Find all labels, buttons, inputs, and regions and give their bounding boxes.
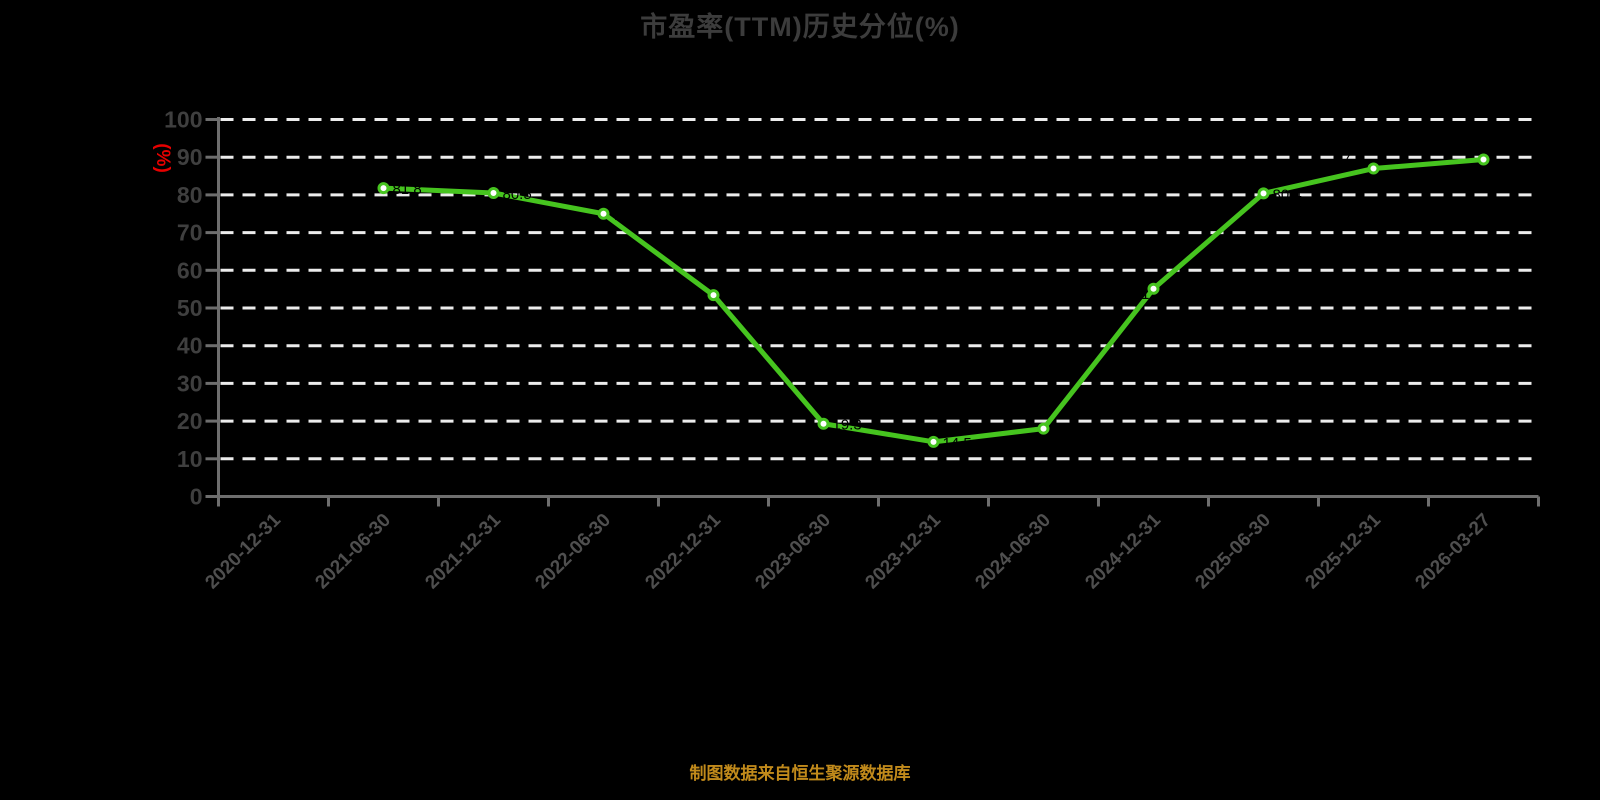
- series-line: [381, 156, 1486, 445]
- y-axis-tick-label: 10: [177, 446, 203, 472]
- x-axis-tick-label: 2020-12-31: [201, 509, 285, 593]
- y-axis-tick-label: 80: [177, 182, 203, 208]
- data-point-marker: [487, 187, 500, 200]
- y-axis-tick-label: 70: [177, 220, 203, 246]
- data-source-caption: 制图数据来自恒生聚源数据库: [689, 764, 911, 783]
- x-axis-tick-label: 2025-06-30: [1191, 510, 1275, 594]
- y-axis-tick-label: 30: [177, 370, 203, 396]
- data-point-marker: [1147, 282, 1160, 295]
- data-point-marker: [1257, 187, 1270, 200]
- data-point-label: 80.4: [1273, 186, 1302, 203]
- data-point-label: 19.3: [833, 417, 862, 434]
- x-axis-tick-label: 2021-12-31: [421, 509, 505, 593]
- x-axis-tick-label: 2023-06-30: [751, 510, 835, 594]
- data-point-label: 81.8: [393, 181, 422, 198]
- y-axis-tick-label: 40: [177, 333, 203, 359]
- y-axis-tick-label: 50: [177, 295, 203, 321]
- x-axis-tick-label: 2024-12-31: [1081, 509, 1165, 593]
- data-point-label: 80.5: [503, 186, 532, 203]
- x-axis-tick-label: 2025-12-31: [1301, 509, 1385, 593]
- data-point-label: 14.5: [943, 435, 972, 452]
- data-point-label: 75.0: [613, 207, 642, 224]
- y-axis-tick-label: 60: [177, 257, 203, 283]
- data-point-label: 18.0: [1053, 422, 1082, 439]
- y-axis-tick-label: 20: [177, 408, 203, 434]
- data-point-label: 87.0: [1334, 151, 1363, 168]
- data-point-marker: [597, 207, 610, 220]
- y-axis-tick-label: 100: [164, 107, 202, 133]
- data-point-marker: [377, 182, 390, 195]
- data-point-marker: [817, 417, 830, 430]
- x-axis-tick-label: 2023-12-31: [861, 509, 945, 593]
- x-axis-tick-label: 2022-06-30: [531, 510, 615, 594]
- data-point-marker: [1477, 153, 1490, 166]
- data-point-label: 89.4: [1444, 141, 1473, 158]
- data-point-marker: [1367, 162, 1380, 175]
- data-point-marker: [927, 435, 940, 448]
- x-axis-tick-label: 2021-06-30: [311, 510, 395, 594]
- y-axis-unit-label: (%): [152, 143, 173, 173]
- x-axis-tick-label: 2024-06-30: [971, 510, 1055, 594]
- data-point-label: 53.4: [723, 288, 752, 305]
- y-axis-tick-label: 0: [190, 484, 203, 510]
- x-axis-tick-label: 2026-03-27: [1411, 510, 1495, 594]
- y-axis-tick-label: 90: [177, 144, 203, 170]
- chart-title: 市盈率(TTM)历史分位(%): [640, 12, 960, 42]
- data-point-marker: [707, 289, 720, 302]
- x-axis-tick-label: 2022-12-31: [641, 509, 725, 593]
- data-point-label: 55.1: [1120, 286, 1149, 303]
- data-point-marker: [1037, 422, 1050, 435]
